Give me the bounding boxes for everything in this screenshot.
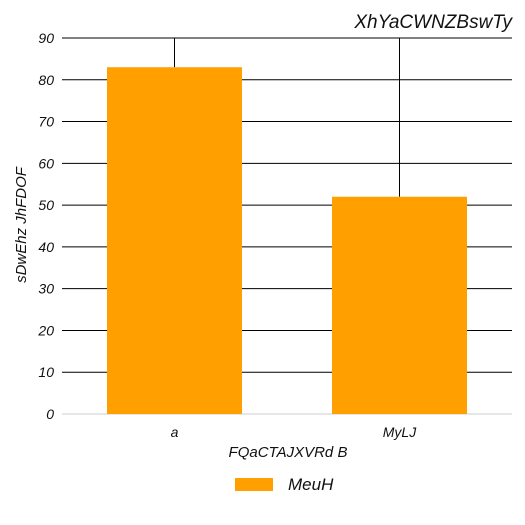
- bar-0: [107, 67, 242, 414]
- y-tick-label-0: 0: [46, 406, 54, 422]
- legend: MeuH: [235, 475, 334, 494]
- y-tick-label-90: 90: [38, 30, 54, 46]
- y-axis-label: sDwEhz JhFDOF: [13, 166, 30, 283]
- y-tick-label-30: 30: [38, 281, 54, 297]
- x-tick-labels: a MyLJ: [171, 424, 418, 440]
- y-tick-label-60: 60: [38, 155, 54, 171]
- y-tick-label-70: 70: [38, 114, 54, 130]
- x-tick-label-1: MyLJ: [383, 424, 417, 440]
- bars: [107, 67, 467, 414]
- x-axis-label: FQaCTAJXVRd B: [229, 444, 348, 461]
- bar-1: [332, 197, 467, 414]
- y-tick-labels: 0 10 20 30 40 50 60 70 80 90: [37, 30, 54, 422]
- legend-label-meuh: MeuH: [288, 475, 334, 494]
- chart-title: XhYaCWNZBswTy: [353, 12, 513, 33]
- y-tick-label-20: 20: [37, 322, 54, 338]
- legend-swatch-meuh: [235, 478, 273, 491]
- y-tick-label-40: 40: [38, 239, 54, 255]
- x-tick-label-0: a: [171, 424, 179, 440]
- y-tick-label-50: 50: [38, 197, 54, 213]
- y-tick-label-10: 10: [38, 364, 54, 380]
- y-tick-label-80: 80: [38, 72, 54, 88]
